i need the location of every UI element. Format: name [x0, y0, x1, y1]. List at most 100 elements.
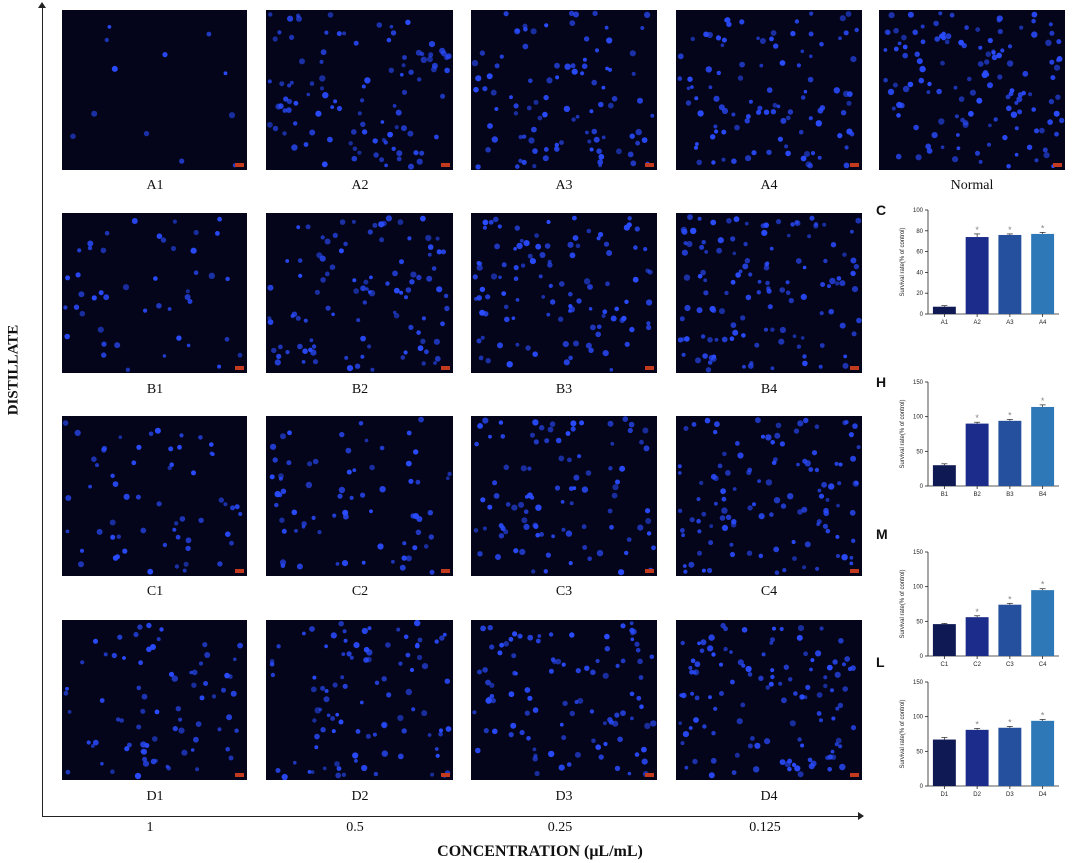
cell-nucleus	[531, 569, 536, 574]
cell-nucleus	[524, 710, 530, 716]
cell-nucleus	[404, 295, 408, 300]
cell-nucleus	[427, 733, 432, 737]
bar	[965, 617, 989, 656]
cell-nucleus	[721, 507, 728, 514]
cell-nucleus	[487, 123, 493, 129]
cell-nucleus	[361, 129, 368, 135]
cell-nucleus	[606, 37, 613, 44]
cell-nucleus	[537, 634, 542, 638]
cell-nucleus	[561, 662, 566, 667]
cell-nucleus	[918, 77, 925, 84]
cell-nucleus	[779, 441, 785, 447]
cell-nucleus	[543, 94, 549, 101]
cell-nucleus	[627, 427, 633, 434]
cell-nucleus	[291, 509, 298, 516]
cell-nucleus	[447, 471, 452, 477]
cell-nucleus	[689, 517, 695, 523]
micrograph-canvas	[269, 416, 452, 575]
cell-nucleus	[707, 645, 714, 652]
bar-chart-svg: Survival rate(% of control)020406080100A…	[900, 208, 1059, 326]
cell-nucleus	[605, 66, 609, 71]
cell-nucleus	[704, 250, 709, 254]
cell-nucleus	[831, 716, 836, 721]
cell-nucleus	[301, 360, 306, 364]
x-tick-label: D3	[1006, 792, 1014, 798]
cell-nucleus	[400, 72, 404, 77]
cell-nucleus	[414, 620, 421, 627]
cell-nucleus	[399, 259, 404, 265]
cell-nucleus	[178, 727, 185, 734]
cell-nucleus	[361, 627, 368, 635]
cell-nucleus	[697, 550, 702, 556]
cell-nucleus	[351, 155, 358, 162]
cell-nucleus	[87, 240, 94, 247]
cell-nucleus	[819, 311, 824, 316]
cell-nucleus	[156, 303, 162, 309]
cell-nucleus	[206, 31, 212, 37]
cell-nucleus	[818, 364, 823, 369]
cell-nucleus	[620, 658, 626, 664]
cell-nucleus	[708, 634, 715, 641]
cell-nucleus	[588, 347, 594, 353]
cell-nucleus	[539, 425, 545, 431]
cell-nucleus	[745, 294, 752, 301]
cell-nucleus	[309, 81, 315, 86]
cell-nucleus	[365, 733, 371, 739]
cell-nucleus	[65, 529, 70, 534]
cell-nucleus	[168, 446, 174, 452]
cell-nucleus	[301, 525, 306, 529]
cell-nucleus	[730, 322, 737, 328]
cell-nucleus	[543, 147, 549, 152]
cell-nucleus	[391, 146, 396, 151]
cell-nucleus	[1006, 105, 1012, 112]
cell-nucleus	[426, 56, 433, 63]
cell-nucleus	[218, 497, 224, 503]
cell-nucleus	[761, 229, 768, 236]
cell-nucleus	[833, 87, 840, 94]
cell-nucleus	[677, 76, 683, 81]
cell-nucleus	[620, 710, 626, 716]
cell-nucleus	[817, 155, 822, 160]
cell-nucleus	[503, 529, 509, 535]
cell-nucleus	[482, 417, 489, 424]
cell-nucleus	[585, 470, 592, 476]
micrograph-label: A2	[351, 178, 369, 193]
cell-nucleus	[682, 731, 689, 738]
scale-bar	[235, 163, 244, 167]
cell-nucleus	[709, 524, 714, 528]
cell-nucleus	[322, 766, 327, 771]
cell-nucleus	[842, 362, 849, 369]
cell-nucleus	[518, 134, 523, 140]
cell-nucleus	[228, 755, 234, 761]
cell-nucleus	[482, 86, 488, 92]
cell-nucleus	[1049, 30, 1055, 36]
cell-nucleus	[77, 248, 82, 253]
cell-nucleus	[792, 334, 797, 338]
cell-nucleus	[705, 367, 712, 373]
cell-nucleus	[348, 141, 353, 146]
cell-nucleus	[531, 126, 537, 133]
cell-nucleus	[558, 764, 565, 771]
cell-nucleus	[614, 765, 621, 772]
cell-nucleus	[690, 691, 695, 696]
y-tick-label: 150	[913, 380, 924, 386]
cell-nucleus	[739, 19, 745, 25]
cell-nucleus	[630, 637, 635, 642]
cell-nucleus	[575, 114, 580, 119]
cell-nucleus	[759, 38, 766, 44]
cell-nucleus	[287, 83, 292, 88]
cell-nucleus	[807, 76, 814, 83]
cell-nucleus	[621, 315, 627, 322]
cell-nucleus	[758, 675, 764, 681]
cell-nucleus	[281, 528, 287, 534]
cell-nucleus	[324, 644, 328, 649]
cell-nucleus	[725, 514, 732, 520]
cell-nucleus	[751, 150, 757, 156]
cell-nucleus	[146, 622, 152, 629]
cell-nucleus	[315, 110, 322, 117]
cell-nucleus	[309, 338, 314, 343]
cell-nucleus	[377, 543, 384, 550]
cell-nucleus	[678, 471, 682, 475]
cell-nucleus	[854, 27, 859, 33]
cell-nucleus	[428, 52, 434, 58]
